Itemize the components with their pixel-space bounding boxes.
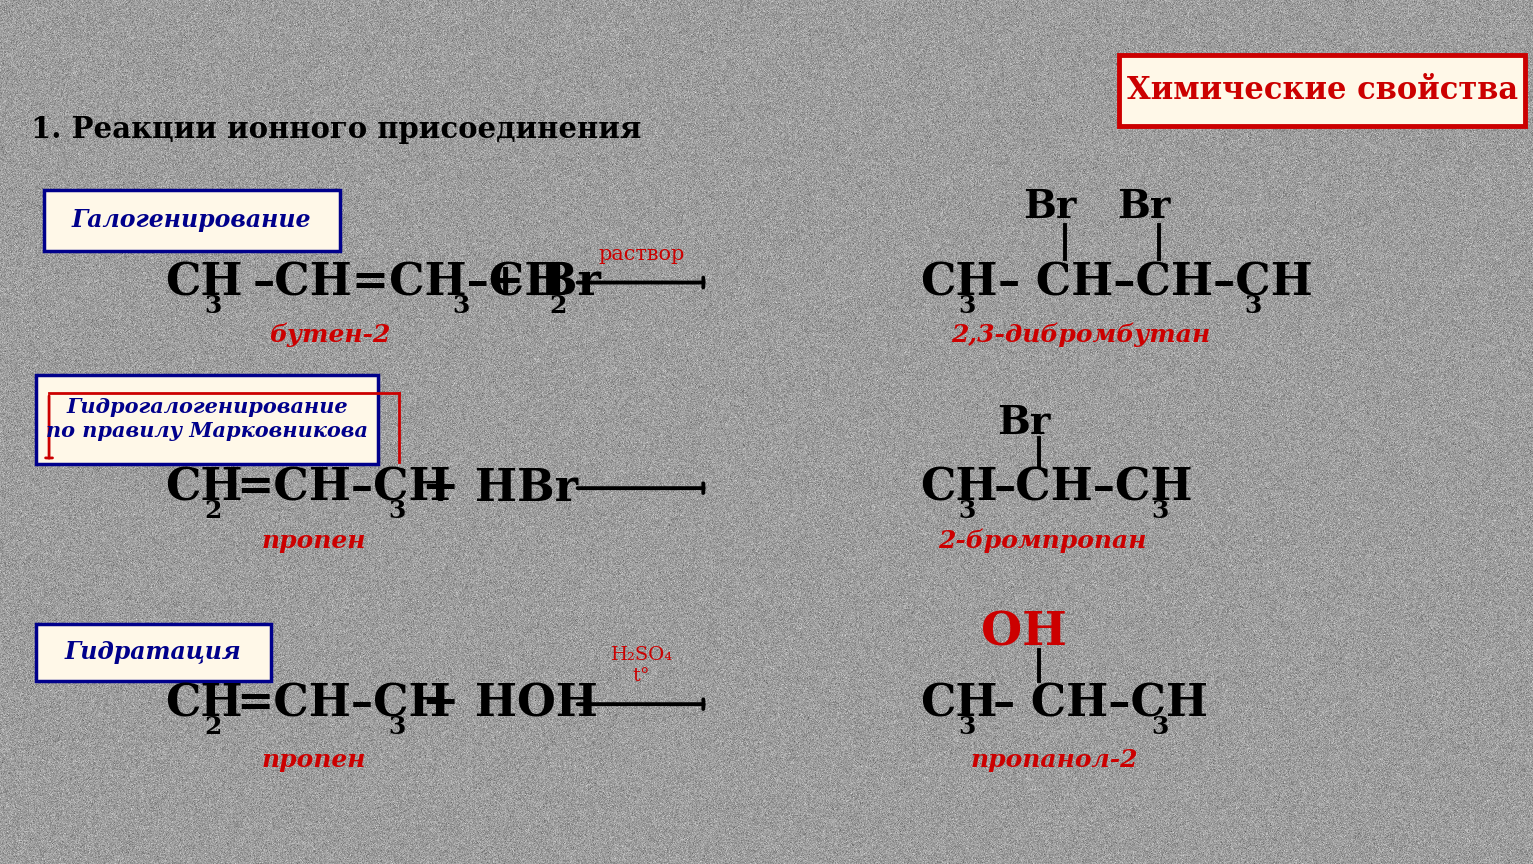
Text: Галогенирование: Галогенирование [72,208,311,232]
Text: 3: 3 [1151,499,1168,524]
Text: пропен: пропен [262,529,366,553]
Text: –CH–CH: –CH–CH [993,467,1193,510]
Text: + HBr: + HBr [422,467,578,510]
Text: 2: 2 [204,499,221,524]
Text: CH: CH [166,683,244,726]
FancyBboxPatch shape [43,190,340,251]
Text: Гидратация: Гидратация [64,640,242,664]
Text: CH: CH [920,467,998,510]
Text: + Br: + Br [487,261,601,304]
Text: 3: 3 [1151,715,1168,740]
Text: 1. Реакции ионного присоединения: 1. Реакции ионного присоединения [31,115,641,144]
Text: Гидрогалогенирование
по правилу Марковникова: Гидрогалогенирование по правилу Марковни… [46,397,368,441]
Text: –CH=CH–CH: –CH=CH–CH [253,261,567,304]
Text: бутен-2: бутен-2 [268,323,391,347]
Text: CH: CH [920,261,998,304]
Text: 3: 3 [204,294,221,318]
Text: OH: OH [981,609,1067,656]
Text: Br: Br [1118,188,1170,226]
Text: Br: Br [998,404,1050,442]
Text: H₂SO₄
t°: H₂SO₄ t° [610,646,673,685]
Text: =CH–CH: =CH–CH [236,467,451,510]
Text: CH: CH [920,683,998,726]
FancyBboxPatch shape [37,624,270,681]
Text: – CH–CH: – CH–CH [993,683,1208,726]
Text: 3: 3 [388,499,405,524]
Text: пропанол-2: пропанол-2 [970,748,1139,772]
Text: – CH–CH–CH: – CH–CH–CH [998,261,1312,304]
Text: =CH–CH: =CH–CH [236,683,451,726]
Text: 2,3-дибромбутан: 2,3-дибромбутан [950,323,1211,347]
Text: 3: 3 [388,715,405,740]
Text: 3: 3 [958,715,975,740]
Text: 3: 3 [958,499,975,524]
Text: раствор: раствор [598,245,685,264]
FancyBboxPatch shape [37,375,379,463]
Text: + HOH: + HOH [422,683,598,726]
Text: 2-бромпропан: 2-бромпропан [938,529,1147,553]
Text: 2: 2 [549,294,566,318]
Text: пропен: пропен [262,748,366,772]
Text: 2: 2 [204,715,221,740]
Text: CH: CH [166,467,244,510]
Text: 3: 3 [452,294,469,318]
Text: Br: Br [1024,188,1076,226]
Text: 3: 3 [958,294,975,318]
Text: 3: 3 [1245,294,1262,318]
Text: Химические свойства: Химические свойства [1127,75,1518,106]
Text: CH: CH [166,261,244,304]
FancyBboxPatch shape [1119,55,1525,126]
